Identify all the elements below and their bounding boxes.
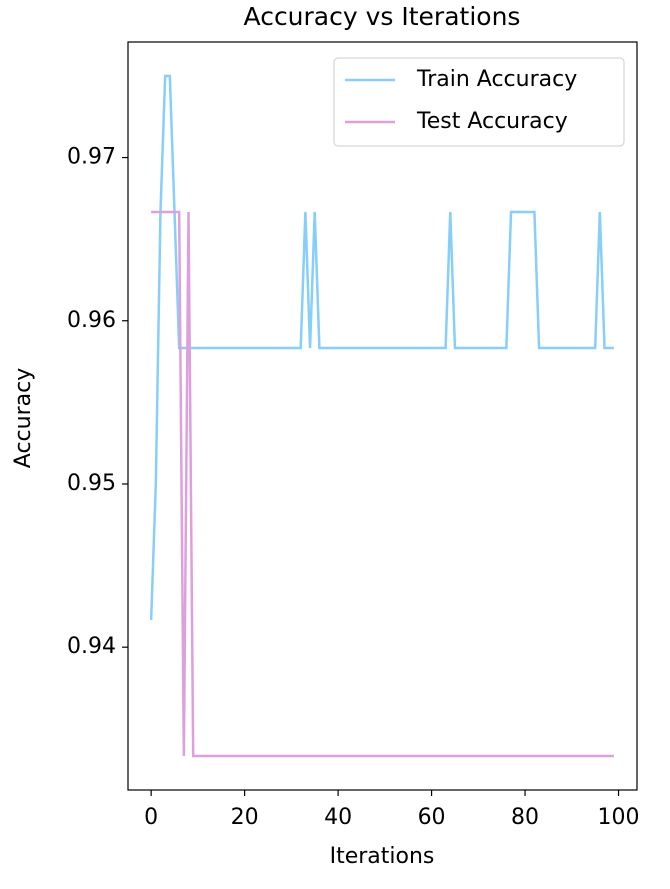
legend-label: Test Accuracy bbox=[416, 109, 568, 134]
x-tick-label: 60 bbox=[418, 805, 446, 830]
y-tick-label: 0.96 bbox=[67, 308, 116, 333]
legend-box bbox=[333, 57, 625, 147]
x-axis-label: Iterations bbox=[330, 844, 435, 869]
y-tick-label: 0.94 bbox=[67, 634, 116, 659]
series-line bbox=[151, 210, 614, 758]
y-tick-label: 0.95 bbox=[67, 471, 116, 496]
x-tick-label: 100 bbox=[598, 805, 640, 830]
x-tick-label: 20 bbox=[231, 805, 259, 830]
plot-frame bbox=[127, 41, 638, 791]
y-axis-label: Accuracy bbox=[11, 368, 36, 468]
chart-title: Accuracy vs Iterations bbox=[244, 2, 521, 31]
x-tick-label: 0 bbox=[144, 805, 158, 830]
series-line bbox=[149, 74, 614, 621]
legend-label: Train Accuracy bbox=[416, 67, 577, 92]
x-tick-label: 80 bbox=[511, 805, 539, 830]
y-tick-label: 0.97 bbox=[67, 145, 116, 170]
x-tick-label: 40 bbox=[324, 805, 352, 830]
